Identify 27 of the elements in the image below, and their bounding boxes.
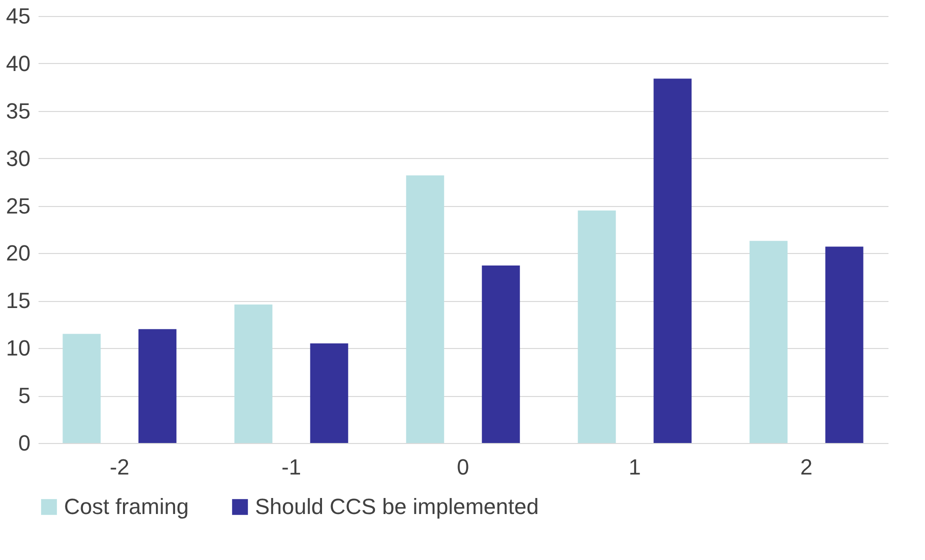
y-tick-label: 20 — [6, 240, 30, 266]
legend-label: Cost framing — [64, 494, 189, 519]
bar — [482, 266, 520, 443]
y-tick-label: 45 — [6, 4, 30, 28]
y-tick-label: 35 — [6, 98, 30, 124]
bar — [654, 78, 692, 443]
x-tick-label: 1 — [628, 454, 641, 480]
y-tick-label: 25 — [6, 193, 30, 218]
bar — [138, 329, 176, 443]
x-tick-label: -1 — [282, 454, 302, 480]
bar — [406, 175, 444, 443]
x-tick-label: 0 — [456, 454, 470, 480]
y-tick-label: 40 — [6, 50, 30, 76]
y-tick-label: 30 — [6, 146, 30, 171]
y-tick-label: 0 — [18, 430, 30, 456]
y-tick-label: 5 — [18, 383, 30, 408]
x-tick-label: 2 — [800, 454, 813, 480]
legend-label: Should CCS be implemented — [255, 494, 539, 519]
bar — [825, 246, 864, 443]
bar — [578, 210, 616, 443]
y-tick-label: 15 — [6, 288, 30, 314]
x-tick-label: -2 — [110, 454, 130, 480]
y-tick-label: 10 — [6, 336, 30, 361]
bar — [310, 343, 348, 443]
bar — [62, 334, 101, 443]
bar — [750, 240, 788, 443]
bar — [234, 304, 272, 443]
